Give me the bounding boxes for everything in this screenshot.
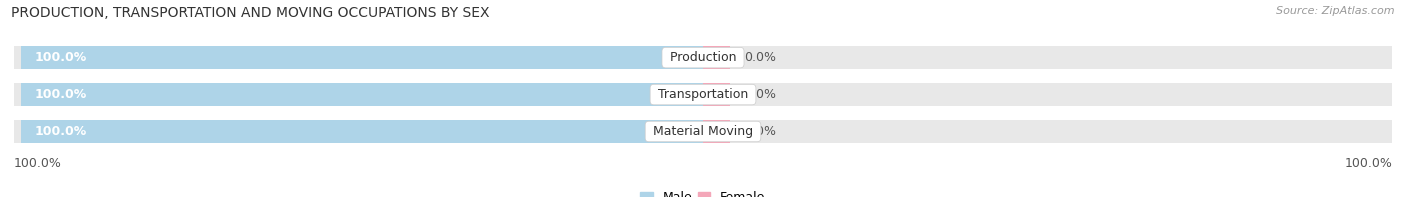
Bar xyxy=(21,120,703,143)
Bar xyxy=(703,83,730,106)
Text: 0.0%: 0.0% xyxy=(744,125,776,138)
Bar xyxy=(703,46,730,69)
Bar xyxy=(14,83,1392,106)
Text: 0.0%: 0.0% xyxy=(744,51,776,64)
Text: Source: ZipAtlas.com: Source: ZipAtlas.com xyxy=(1277,6,1395,16)
Text: 100.0%: 100.0% xyxy=(1344,157,1392,170)
Text: Production: Production xyxy=(666,51,740,64)
Text: 100.0%: 100.0% xyxy=(34,125,87,138)
Text: Transportation: Transportation xyxy=(654,88,752,101)
Legend: Male, Female: Male, Female xyxy=(636,186,770,197)
Text: PRODUCTION, TRANSPORTATION AND MOVING OCCUPATIONS BY SEX: PRODUCTION, TRANSPORTATION AND MOVING OC… xyxy=(11,6,489,20)
Text: Material Moving: Material Moving xyxy=(650,125,756,138)
Text: 100.0%: 100.0% xyxy=(34,88,87,101)
Bar xyxy=(703,120,730,143)
Bar xyxy=(14,120,1392,143)
Bar xyxy=(21,46,703,69)
Text: 100.0%: 100.0% xyxy=(34,51,87,64)
Bar xyxy=(21,83,703,106)
Bar xyxy=(14,46,1392,69)
Text: 0.0%: 0.0% xyxy=(744,88,776,101)
Text: 100.0%: 100.0% xyxy=(14,157,62,170)
